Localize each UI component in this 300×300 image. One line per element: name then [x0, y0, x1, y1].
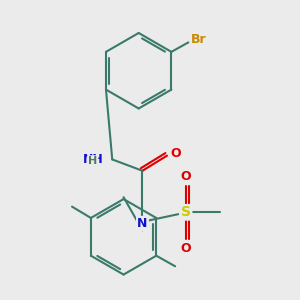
- Text: S: S: [181, 205, 191, 219]
- Text: H: H: [88, 156, 97, 166]
- Text: NH: NH: [83, 153, 104, 166]
- Text: N: N: [137, 217, 148, 230]
- Text: O: O: [170, 147, 181, 160]
- Text: Br: Br: [191, 33, 207, 46]
- Text: O: O: [181, 242, 191, 255]
- Text: O: O: [181, 170, 191, 183]
